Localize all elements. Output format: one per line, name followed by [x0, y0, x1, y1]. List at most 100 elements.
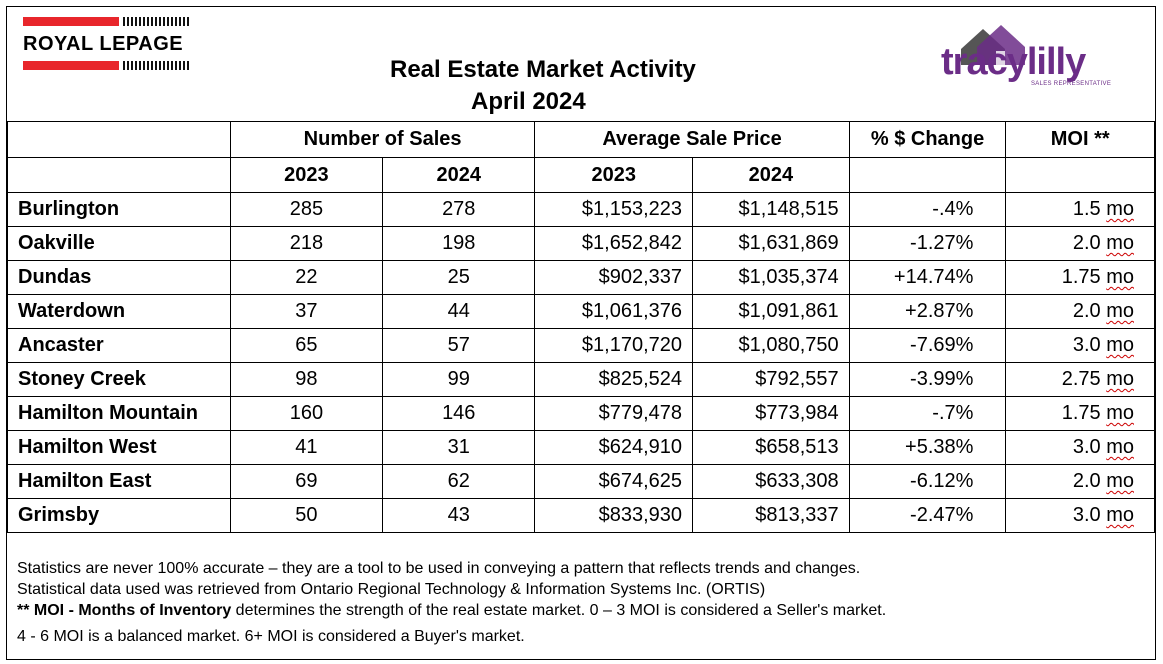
- percent-change-cell: -.7%: [848, 396, 1007, 431]
- percent-change-cell: -1.27%: [848, 226, 1007, 261]
- table-row: Burlington 285 278 $1,153,223 $1,148,515 -.4%…: [7, 192, 1155, 227]
- header-price-2023: 2023: [534, 157, 694, 193]
- sales-2023-cell: 65: [229, 328, 384, 363]
- moi-value: 1.75: [1061, 402, 1101, 424]
- moi-cell: 1.75 mo: [1005, 260, 1155, 295]
- house-icon: [961, 25, 1025, 65]
- table-row: Oakville 218 198 $1,652,842 $1,631,869 -1.27%…: [7, 226, 1155, 261]
- moi-unit: mo: [1106, 402, 1134, 424]
- table-row: Stoney Creek 98 99 $825,524 $792,557 -3.99% 2.…: [7, 362, 1155, 397]
- city-name-cell: Dundas: [7, 260, 231, 295]
- moi-value: 2.0: [1072, 470, 1101, 492]
- price-2024-cell: $633,308: [692, 464, 850, 499]
- price-2024-cell: $1,148,515: [692, 192, 850, 227]
- moi-cell: 2.0 mo: [1005, 464, 1155, 499]
- sales-2024-cell: 31: [382, 430, 536, 465]
- moi-cell: 2.75 mo: [1005, 362, 1155, 397]
- price-2024-cell: $1,631,869: [692, 226, 850, 261]
- moi-cell: 2.0 mo: [1005, 294, 1155, 329]
- table-row: Ancaster 65 57 $1,170,720 $1,080,750 -7.69% 3.…: [7, 328, 1155, 363]
- sales-2024-cell: 146: [382, 396, 536, 431]
- price-2024-cell: $658,513: [692, 430, 850, 465]
- table-row: Grimsby 50 43 $833,930 $813,337 -2.47% 3.0 mo: [7, 498, 1155, 533]
- market-activity-table: Number of Sales Average Sale Price % $ C…: [7, 121, 1155, 533]
- percent-change-cell: -2.47%: [848, 498, 1007, 533]
- empty-header-cell: [1005, 157, 1155, 193]
- page-subtitle: April 2024: [471, 88, 586, 115]
- price-2023-cell: $674,625: [534, 464, 694, 499]
- city-name-cell: Waterdown: [7, 294, 231, 329]
- price-2023-cell: $1,170,720: [534, 328, 694, 363]
- tracy-lilly-logo: tracylilly SALES REPRESENTATIVE: [917, 19, 1132, 97]
- logo-wordmark: ROYAL LEPAGE: [23, 33, 184, 55]
- sales-2024-cell: 198: [382, 226, 536, 261]
- city-name-cell: Burlington: [7, 192, 231, 227]
- sales-2024-cell: 62: [382, 464, 536, 499]
- footnote-line-3: ** MOI - Months of Inventory determines …: [17, 600, 1137, 621]
- header-number-of-sales: Number of Sales: [229, 121, 536, 158]
- percent-change-cell: -.4%: [848, 192, 1007, 227]
- price-2023-cell: $1,153,223: [534, 192, 694, 227]
- city-name-cell: Stoney Creek: [7, 362, 231, 397]
- logo-red-bar-bottom: [23, 61, 119, 70]
- moi-cell: 3.0 mo: [1005, 498, 1155, 533]
- sales-2024-cell: 44: [382, 294, 536, 329]
- sales-2023-cell: 37: [229, 294, 384, 329]
- city-name-cell: Hamilton Mountain: [7, 396, 231, 431]
- corner-cell: [7, 157, 231, 193]
- moi-unit: mo: [1106, 504, 1134, 526]
- royal-lepage-logo: ROYAL LEPAGE: [23, 17, 189, 75]
- city-name-cell: Ancaster: [7, 328, 231, 363]
- page-title: Real Estate Market Activity: [390, 56, 696, 83]
- footnote: Statistics are never 100% accurate – the…: [17, 558, 1137, 647]
- moi-cell: 1.75 mo: [1005, 396, 1155, 431]
- header-sales-2023: 2023: [229, 157, 384, 193]
- moi-unit: mo: [1106, 470, 1134, 492]
- moi-cell: 2.0 mo: [1005, 226, 1155, 261]
- moi-cell: 3.0 mo: [1005, 430, 1155, 465]
- price-2023-cell: $825,524: [534, 362, 694, 397]
- header-average-sale-price: Average Sale Price: [534, 121, 850, 158]
- empty-header-cell: [848, 157, 1007, 193]
- price-2024-cell: $813,337: [692, 498, 850, 533]
- header-percent-change: % $ Change: [848, 121, 1007, 158]
- sales-2023-cell: 22: [229, 260, 384, 295]
- price-2024-cell: $1,091,861: [692, 294, 850, 329]
- sales-2024-cell: 278: [382, 192, 536, 227]
- year-header-row: 2023 2024 2023 2024: [7, 157, 1155, 193]
- report-header: ROYAL LEPAGE Real Estate Market Activity…: [7, 7, 1155, 122]
- moi-value: 2.0: [1072, 232, 1101, 254]
- moi-value: 2.75: [1061, 368, 1101, 390]
- logo-lines-top: [123, 17, 189, 26]
- logo-tagline: SALES REPRESENTATIVE: [1031, 81, 1112, 87]
- percent-change-cell: +5.38%: [848, 430, 1007, 465]
- table-row: Hamilton East 69 62 $674,625 $633,308 -6.12% 2…: [7, 464, 1155, 499]
- percent-change-cell: +14.74%: [848, 260, 1007, 295]
- city-name-cell: Oakville: [7, 226, 231, 261]
- moi-cell: 3.0 mo: [1005, 328, 1155, 363]
- city-name-cell: Hamilton East: [7, 464, 231, 499]
- moi-value: 3.0: [1072, 504, 1101, 526]
- footnote-line-1: Statistics are never 100% accurate – the…: [17, 560, 861, 577]
- sales-2023-cell: 98: [229, 362, 384, 397]
- sales-2024-cell: 57: [382, 328, 536, 363]
- footnote-line-4: 4 - 6 MOI is a balanced market. 6+ MOI i…: [17, 628, 525, 645]
- moi-definition-text: determines the strength of the real esta…: [231, 602, 887, 619]
- corner-cell: [7, 121, 231, 158]
- header-sales-2024: 2024: [382, 157, 536, 193]
- logo-wordmark-tracylilly: tracylilly: [941, 41, 1086, 83]
- price-2024-cell: $1,080,750: [692, 328, 850, 363]
- footnote-line-2: Statistical data used was retrieved from…: [17, 581, 766, 598]
- document-frame: ROYAL LEPAGE Real Estate Market Activity…: [6, 6, 1156, 660]
- logo-red-bar-top: [23, 17, 119, 26]
- sales-2024-cell: 25: [382, 260, 536, 295]
- group-header-row: Number of Sales Average Sale Price % $ C…: [7, 121, 1155, 158]
- moi-value: 1.5: [1072, 198, 1101, 220]
- moi-value: 3.0: [1072, 334, 1101, 356]
- sales-2023-cell: 69: [229, 464, 384, 499]
- sales-2023-cell: 218: [229, 226, 384, 261]
- percent-change-cell: -7.69%: [848, 328, 1007, 363]
- moi-unit: mo: [1106, 266, 1134, 288]
- price-2023-cell: $1,652,842: [534, 226, 694, 261]
- moi-unit: mo: [1106, 232, 1134, 254]
